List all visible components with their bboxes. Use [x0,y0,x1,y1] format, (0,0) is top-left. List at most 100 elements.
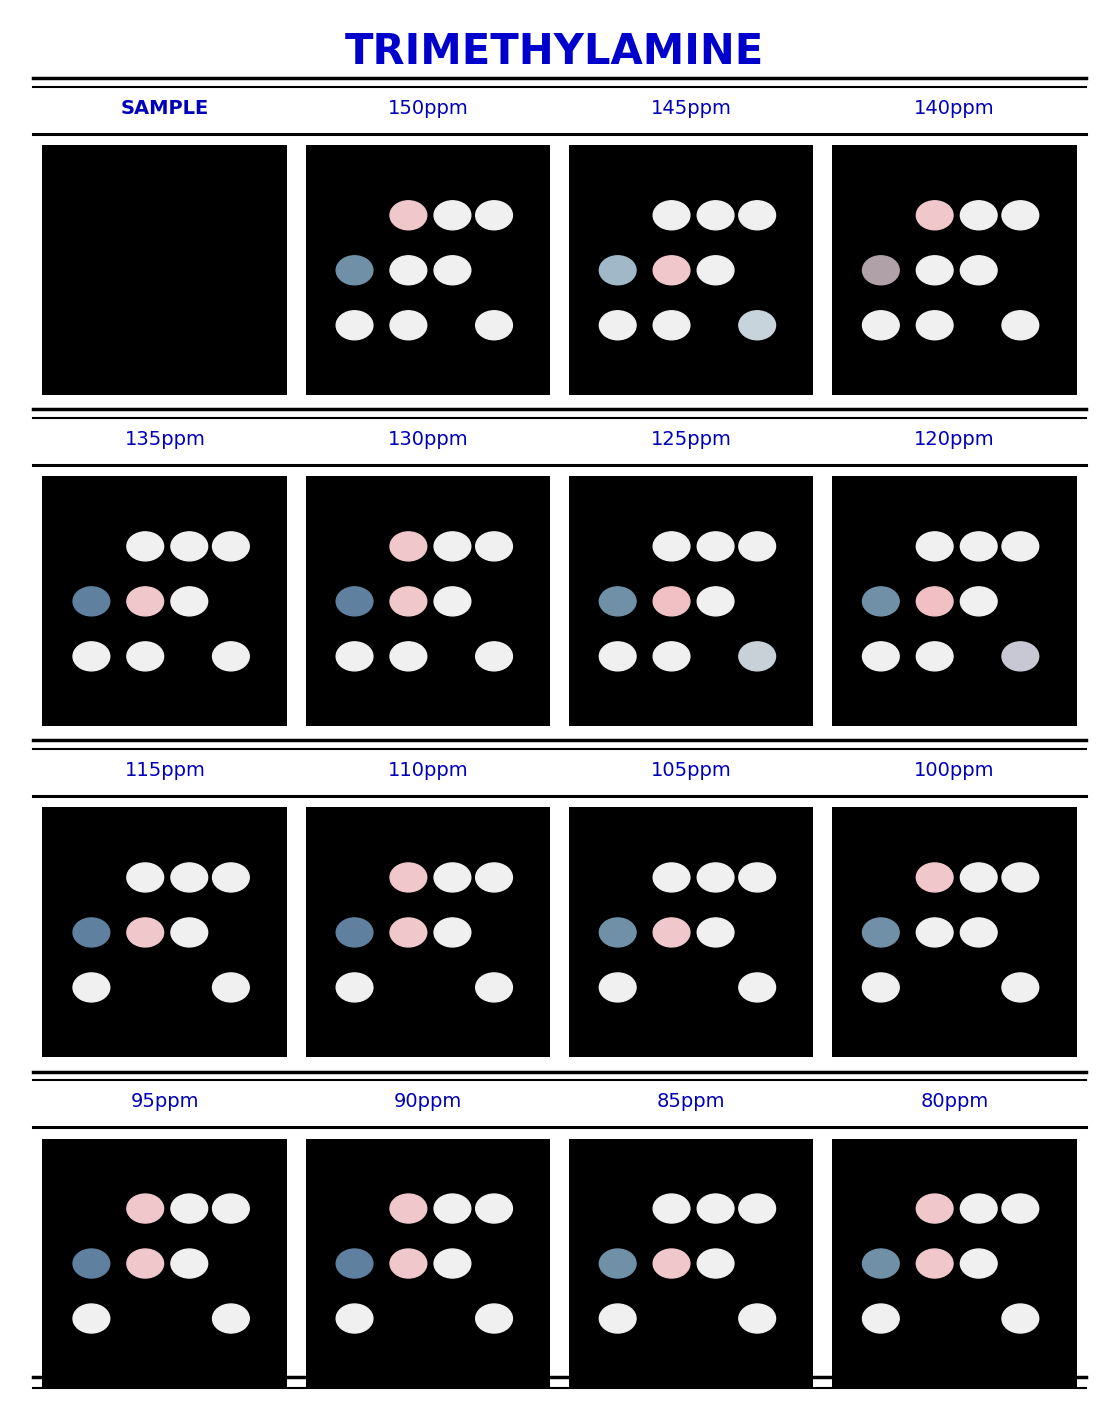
Ellipse shape [434,201,471,229]
Text: 100ppm: 100ppm [914,760,995,780]
Ellipse shape [73,1249,110,1277]
Ellipse shape [434,587,471,615]
Ellipse shape [654,918,690,947]
Ellipse shape [862,587,900,615]
Ellipse shape [213,1195,249,1223]
Ellipse shape [916,533,953,561]
Ellipse shape [916,1249,953,1277]
Ellipse shape [336,642,373,671]
Text: 150ppm: 150ppm [388,98,469,118]
Ellipse shape [171,918,207,947]
Ellipse shape [862,1249,900,1277]
Ellipse shape [390,256,427,285]
Ellipse shape [475,973,512,1002]
Ellipse shape [599,918,636,947]
Ellipse shape [916,918,953,947]
Ellipse shape [961,1195,997,1223]
Ellipse shape [475,310,512,340]
Text: TRIMETHYLAMINE: TRIMETHYLAMINE [345,31,763,73]
Ellipse shape [961,918,997,947]
Ellipse shape [434,918,471,947]
Ellipse shape [73,587,110,615]
Ellipse shape [599,642,636,671]
Ellipse shape [862,1304,900,1333]
Text: 130ppm: 130ppm [388,430,469,449]
Ellipse shape [654,310,690,340]
Ellipse shape [127,918,164,947]
Ellipse shape [171,587,207,615]
Ellipse shape [1002,973,1038,1002]
Ellipse shape [127,533,164,561]
Ellipse shape [390,918,427,947]
Ellipse shape [697,1249,733,1277]
Ellipse shape [213,1304,249,1333]
Ellipse shape [390,533,427,561]
Ellipse shape [862,642,900,671]
Ellipse shape [336,256,373,285]
Ellipse shape [336,973,373,1002]
Ellipse shape [916,201,953,229]
Text: 80ppm: 80ppm [920,1092,988,1111]
Text: SAMPLE: SAMPLE [121,98,209,118]
Ellipse shape [961,256,997,285]
Ellipse shape [73,918,110,947]
Ellipse shape [1002,310,1038,340]
Ellipse shape [916,310,953,340]
Ellipse shape [434,256,471,285]
Ellipse shape [697,256,733,285]
Ellipse shape [1002,863,1038,891]
Ellipse shape [697,201,733,229]
Ellipse shape [336,918,373,947]
Ellipse shape [862,256,900,285]
Ellipse shape [961,863,997,891]
Ellipse shape [213,533,249,561]
Text: 90ppm: 90ppm [393,1092,462,1111]
Ellipse shape [73,642,110,671]
Text: 125ppm: 125ppm [650,430,731,449]
Ellipse shape [739,201,776,229]
Ellipse shape [916,863,953,891]
Ellipse shape [654,587,690,615]
Text: 145ppm: 145ppm [650,98,731,118]
Ellipse shape [127,1249,164,1277]
Text: 105ppm: 105ppm [650,760,731,780]
Ellipse shape [1002,642,1038,671]
Text: 85ppm: 85ppm [657,1092,726,1111]
Ellipse shape [862,310,900,340]
Ellipse shape [862,973,900,1002]
Ellipse shape [73,1304,110,1333]
Ellipse shape [475,201,512,229]
Ellipse shape [127,642,164,671]
Ellipse shape [654,256,690,285]
Ellipse shape [127,863,164,891]
Ellipse shape [73,973,110,1002]
Ellipse shape [739,642,776,671]
Ellipse shape [739,1304,776,1333]
Ellipse shape [961,1249,997,1277]
Ellipse shape [739,863,776,891]
Ellipse shape [739,1195,776,1223]
Ellipse shape [213,973,249,1002]
Ellipse shape [434,1249,471,1277]
Ellipse shape [599,310,636,340]
Ellipse shape [961,587,997,615]
Ellipse shape [697,587,733,615]
Ellipse shape [390,587,427,615]
Ellipse shape [697,918,733,947]
Ellipse shape [171,1249,207,1277]
Ellipse shape [697,1195,733,1223]
Ellipse shape [127,1195,164,1223]
Ellipse shape [336,1249,373,1277]
Ellipse shape [654,1249,690,1277]
Ellipse shape [390,642,427,671]
Ellipse shape [336,310,373,340]
Ellipse shape [961,201,997,229]
Ellipse shape [390,201,427,229]
Ellipse shape [916,587,953,615]
Ellipse shape [1002,1195,1038,1223]
Ellipse shape [434,533,471,561]
Ellipse shape [475,642,512,671]
Ellipse shape [654,1195,690,1223]
Ellipse shape [654,201,690,229]
Ellipse shape [336,1304,373,1333]
